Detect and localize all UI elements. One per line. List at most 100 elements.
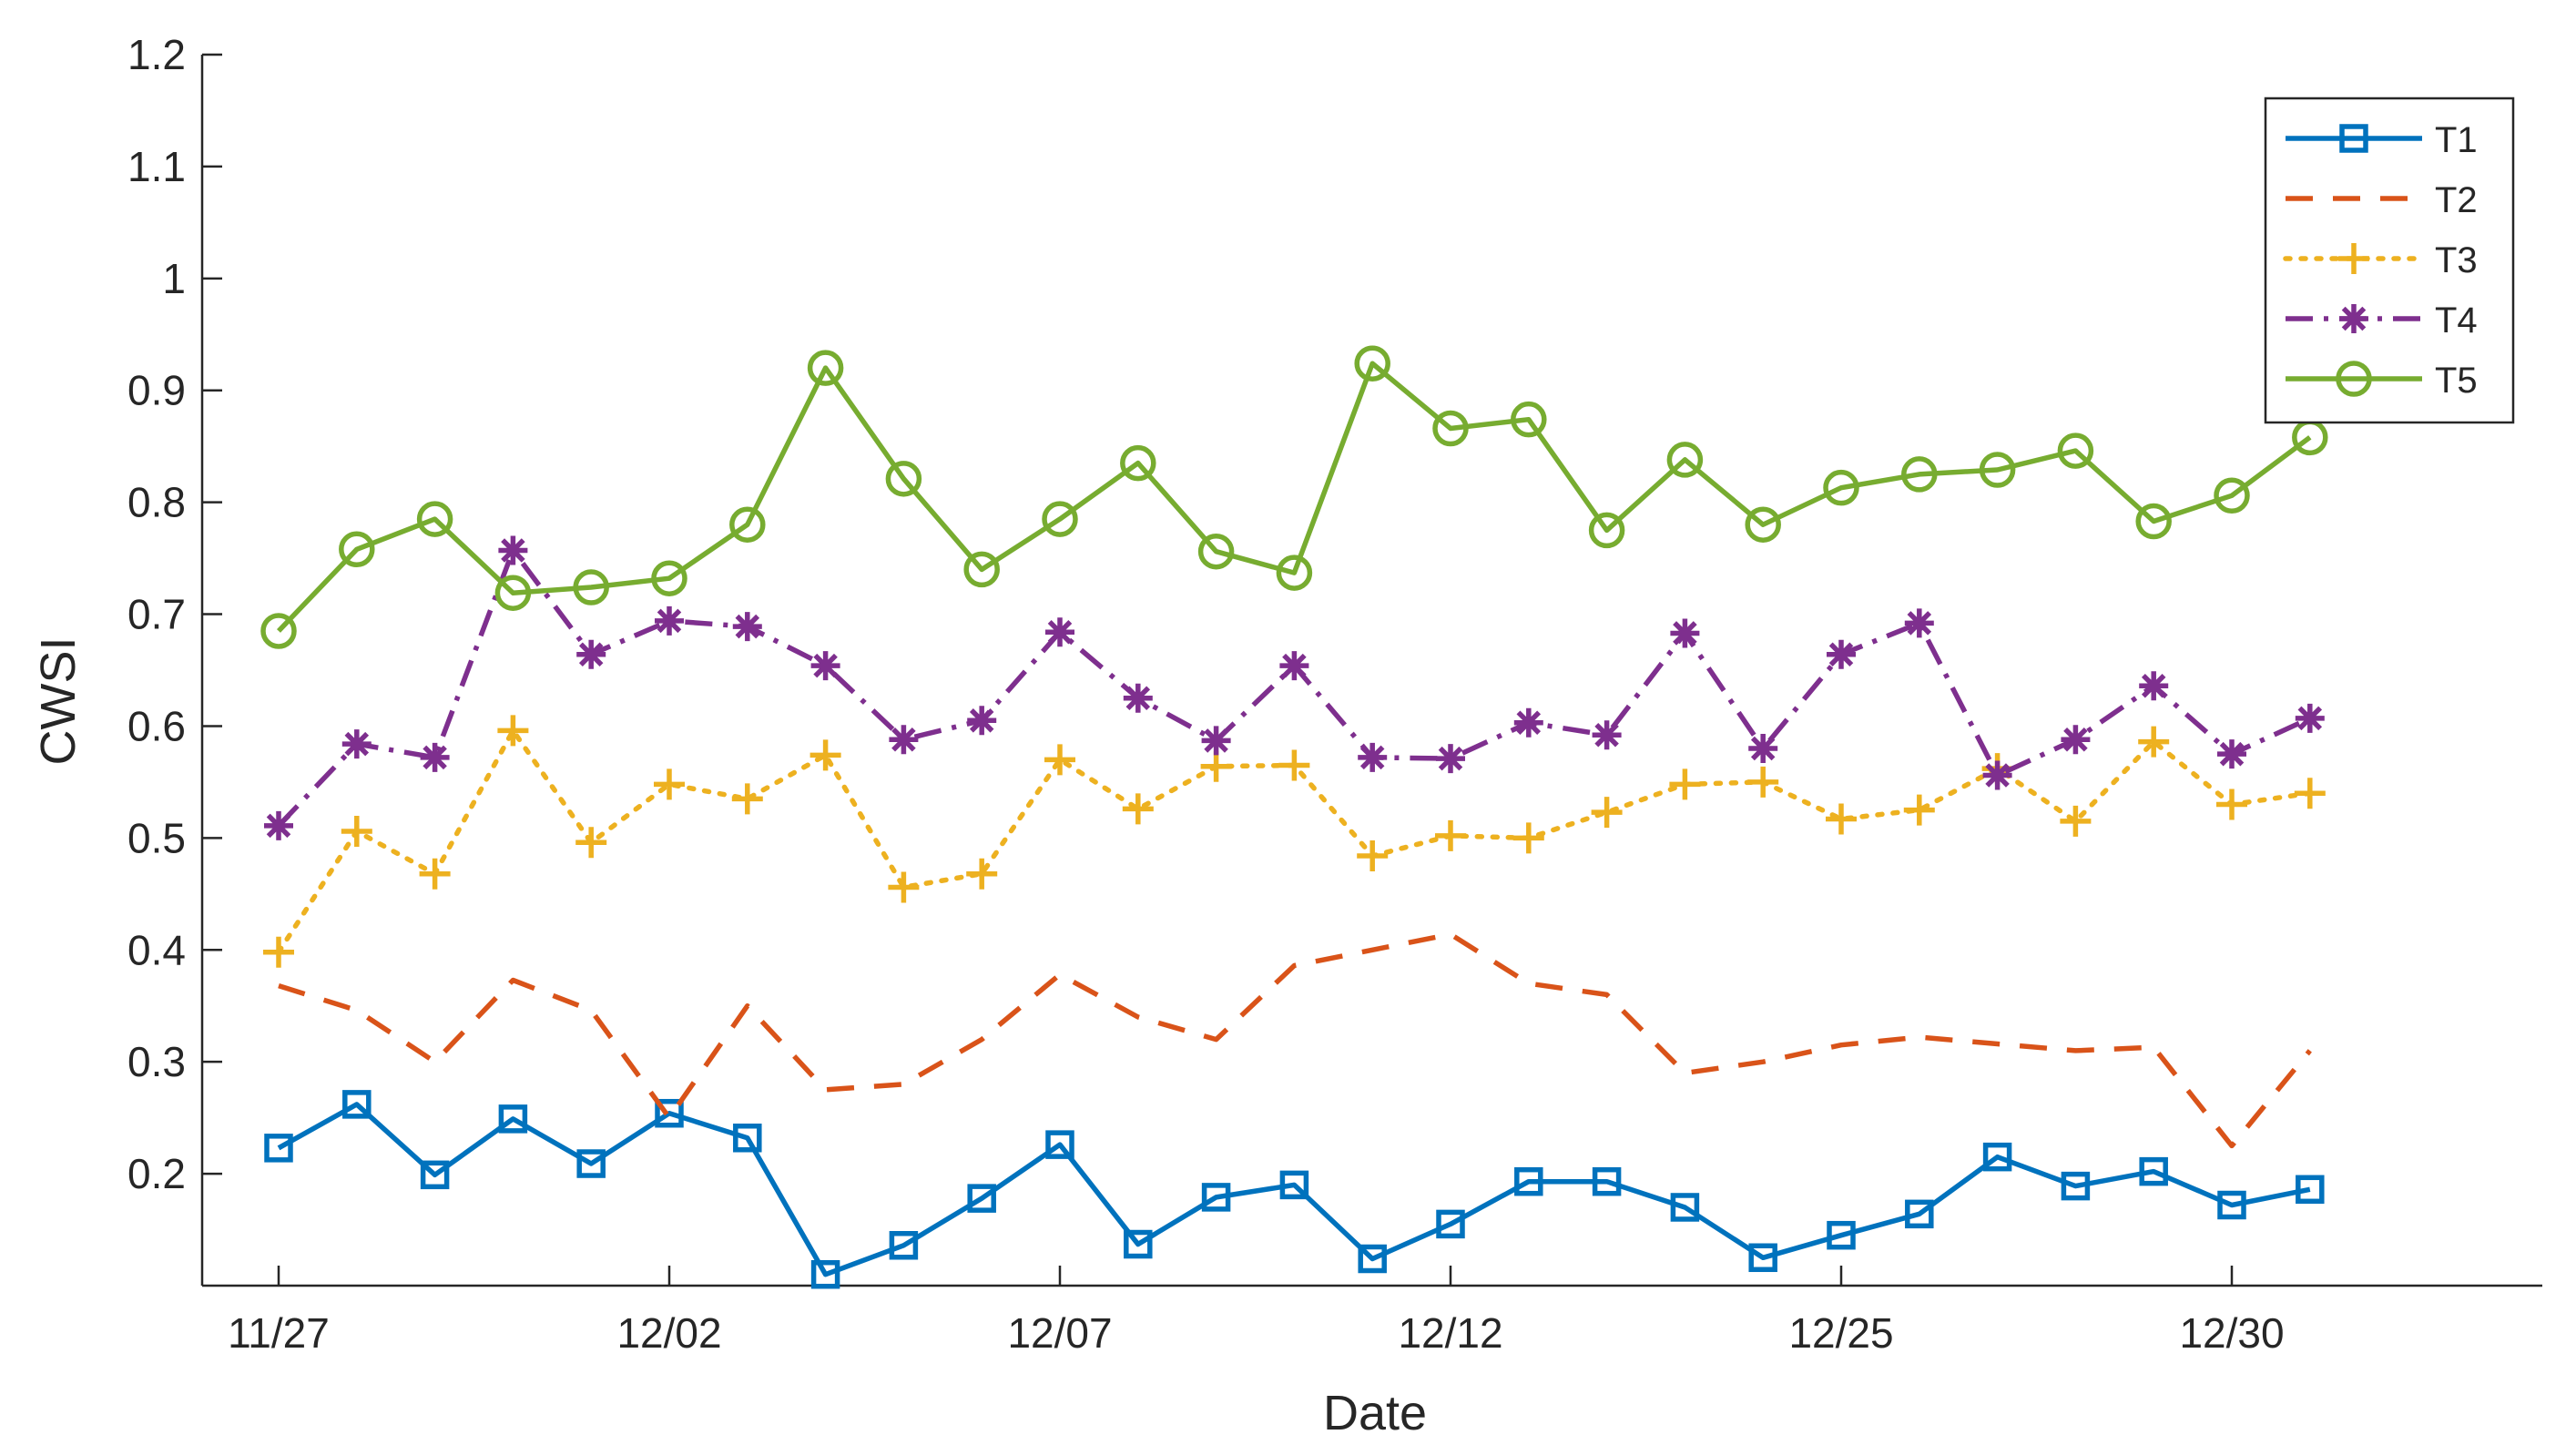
legend-label: T4	[2435, 300, 2478, 341]
x-axis: 11/27 12/02 12/07 12/12 12/25 12/30	[202, 1266, 2542, 1357]
data-point-t4	[810, 651, 840, 681]
data-point-t4	[1123, 683, 1153, 713]
data-point-t4	[1436, 744, 1465, 774]
legend-item-t1: T1	[2286, 120, 2478, 160]
data-point-t5	[1979, 452, 2016, 488]
data-point-t4	[1045, 617, 1074, 647]
data-point-t1	[1358, 1244, 1387, 1274]
data-point-t3	[341, 815, 372, 847]
data-point-t1	[889, 1231, 919, 1260]
data-point-t3	[966, 858, 998, 890]
data-point-t3	[1669, 768, 1701, 800]
y-axis: 0.2 0.3 0.4 0.5 0.6 0.7 0.8 0.9 1 1.1 1.2	[127, 31, 222, 1286]
legend-label: T1	[2435, 120, 2478, 160]
data-point-t4	[2061, 725, 2091, 755]
y-axis-title: CWSI	[31, 637, 86, 766]
data-point-t3	[1512, 822, 1544, 854]
data-point-t3	[1826, 803, 1857, 835]
data-point-t4	[1592, 720, 1622, 750]
legend-item-t5: T5	[2286, 361, 2478, 401]
data-point-t1	[1436, 1209, 1465, 1239]
y-tick-label: 0.3	[127, 1038, 186, 1085]
data-point-t1	[2061, 1171, 2091, 1201]
data-point-t5	[1432, 410, 1469, 447]
data-point-t4	[1513, 707, 1543, 738]
data-point-t5	[1588, 512, 1625, 549]
data-point-t5	[1042, 501, 1078, 537]
legend: T1 T2 T3 T4 T5	[2264, 97, 2515, 424]
legend-label: T3	[2435, 240, 2478, 280]
data-point-t4	[1670, 618, 1700, 648]
x-tick-label: 12/30	[2179, 1309, 2284, 1357]
data-point-t3	[263, 936, 294, 968]
x-tick-label: 12/07	[1007, 1309, 1112, 1357]
data-point-t4	[2217, 739, 2246, 769]
series-line-t1	[277, 1102, 2311, 1277]
data-point-t3	[1278, 749, 1310, 781]
data-point-t1	[420, 1160, 450, 1190]
data-point-t5	[1276, 555, 1313, 591]
data-point-t4	[2295, 703, 2325, 733]
legend-marker	[2339, 124, 2368, 153]
data-point-t1	[1827, 1220, 1856, 1250]
data-point-t5	[729, 506, 766, 543]
data-point-t5	[2214, 477, 2250, 514]
data-point-t1	[1905, 1199, 1934, 1229]
data-point-t5	[573, 569, 609, 605]
data-point-t3	[419, 858, 451, 890]
data-point-t1	[342, 1090, 372, 1119]
data-point-t1	[2217, 1190, 2246, 1220]
series-t2	[278, 931, 2312, 1149]
data-point-t4	[498, 535, 528, 565]
legend-marker	[2339, 304, 2368, 333]
data-point-t3	[888, 871, 920, 903]
y-tick-label: 0.5	[127, 814, 186, 861]
data-point-t3	[1591, 797, 1623, 829]
legend-label: T2	[2435, 180, 2478, 220]
y-tick-label: 0.4	[127, 926, 186, 973]
data-point-t3	[1122, 793, 1154, 825]
data-point-t4	[341, 729, 372, 759]
series-layer	[260, 345, 2328, 1289]
data-point-t1	[967, 1184, 996, 1213]
data-point-t1	[1982, 1142, 2012, 1172]
data-point-t4	[967, 706, 997, 736]
legend-label: T5	[2435, 361, 2478, 401]
data-point-t1	[576, 1149, 606, 1178]
data-point-t1	[1279, 1170, 1309, 1200]
data-point-t1	[1592, 1166, 1622, 1196]
data-point-t4	[655, 605, 684, 636]
data-point-t3	[2294, 778, 2326, 809]
data-point-t5	[1197, 533, 1235, 570]
data-point-t5	[1745, 506, 1781, 543]
y-tick-label: 0.2	[127, 1150, 186, 1197]
x-tick-label: 12/02	[616, 1309, 721, 1357]
data-point-t3	[2216, 789, 2247, 820]
y-tick-label: 0.6	[127, 702, 186, 749]
y-tick-label: 0.7	[127, 591, 186, 638]
legend-item-t2: T2	[2286, 180, 2478, 220]
y-tick-label: 0.9	[127, 367, 186, 414]
data-point-t1	[810, 1259, 840, 1289]
x-tick-label: 12/25	[1788, 1309, 1893, 1357]
data-point-t5	[416, 501, 453, 537]
data-point-t1	[1514, 1166, 1543, 1196]
data-point-t1	[733, 1124, 762, 1153]
data-point-t4	[2139, 671, 2169, 701]
y-tick-label: 1.1	[127, 143, 186, 190]
data-point-t3	[2060, 805, 2092, 837]
series-line-t5	[277, 361, 2312, 633]
data-point-t1	[1670, 1193, 1700, 1222]
data-point-t5	[1666, 442, 1704, 478]
data-point-t5	[339, 531, 375, 568]
data-point-t4	[889, 725, 919, 755]
series-t4	[264, 535, 2325, 840]
y-tick-label: 0.8	[127, 479, 186, 526]
series-t5	[260, 345, 2328, 649]
data-point-t4	[1279, 651, 1309, 681]
y-tick-label: 1.2	[127, 31, 186, 78]
data-point-t3	[497, 715, 529, 747]
data-point-t1	[1124, 1229, 1153, 1259]
